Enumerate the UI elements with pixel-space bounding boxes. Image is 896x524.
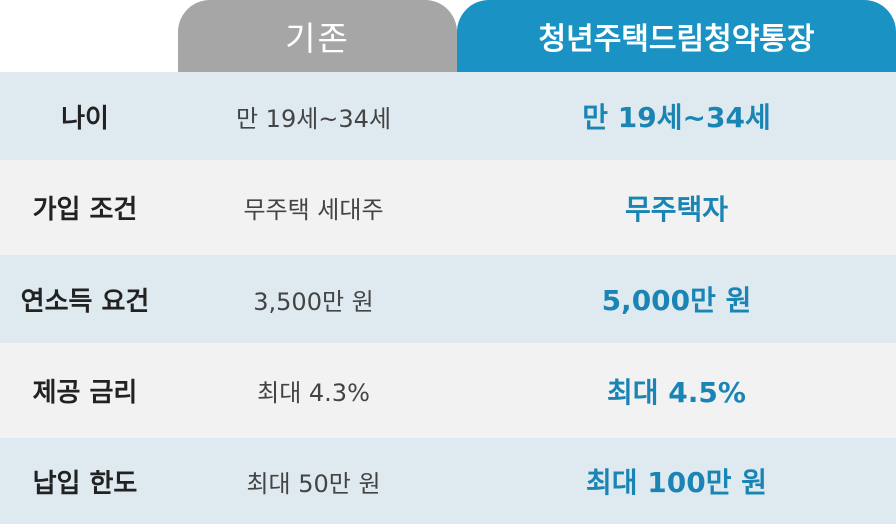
- existing-column-title: 기존: [285, 19, 350, 58]
- existing-value: 3,500만 원: [253, 287, 374, 316]
- new-column-header: 청년주택드림청약통장: [457, 0, 896, 72]
- table-row: 연소득 요건 3,500만 원 5,000만 원: [0, 255, 896, 343]
- new-value: 최대 4.5%: [607, 375, 746, 409]
- new-value: 만 19세~34세: [582, 101, 771, 134]
- existing-column-header: 기존: [178, 0, 457, 72]
- row-label: 제공 금리: [32, 378, 138, 408]
- new-column-title: 청년주택드림청약통장: [538, 22, 815, 57]
- table-row: 가입 조건 무주택 세대주 무주택자: [0, 160, 896, 255]
- table-row: 납입 한도 최대 50만 원 최대 100만 원: [0, 438, 896, 524]
- table-row: 제공 금리 최대 4.3% 최대 4.5%: [0, 343, 896, 438]
- row-label: 가입 조건: [32, 195, 138, 225]
- row-label: 연소득 요건: [20, 286, 150, 317]
- existing-value: 만 19세~34세: [235, 104, 392, 133]
- comparison-header: 기존 청년주택드림청약통장: [0, 0, 896, 72]
- table-row: 나이 만 19세~34세 만 19세~34세: [0, 72, 896, 160]
- existing-value: 최대 4.3%: [257, 379, 370, 407]
- existing-value: 최대 50만 원: [246, 469, 381, 498]
- new-value: 최대 100만 원: [586, 466, 767, 499]
- comparison-table: 나이 만 19세~34세 만 19세~34세 가입 조건 무주택 세대주 무주택…: [0, 72, 896, 524]
- new-value: 무주택자: [624, 192, 729, 226]
- row-label: 나이: [61, 103, 109, 134]
- new-value: 5,000만 원: [601, 284, 752, 317]
- row-label: 납입 한도: [32, 468, 138, 499]
- existing-value: 무주택 세대주: [243, 196, 384, 224]
